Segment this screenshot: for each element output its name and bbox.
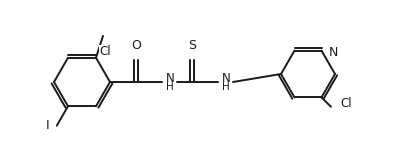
Text: I: I: [46, 119, 50, 132]
Text: H: H: [166, 82, 174, 92]
Text: Cl: Cl: [340, 97, 352, 110]
Text: H: H: [222, 82, 230, 92]
Text: N: N: [328, 46, 338, 59]
Text: Cl: Cl: [99, 45, 111, 58]
Text: N: N: [222, 72, 230, 85]
Text: O: O: [131, 39, 141, 52]
Text: N: N: [166, 72, 174, 85]
Text: S: S: [188, 39, 196, 52]
